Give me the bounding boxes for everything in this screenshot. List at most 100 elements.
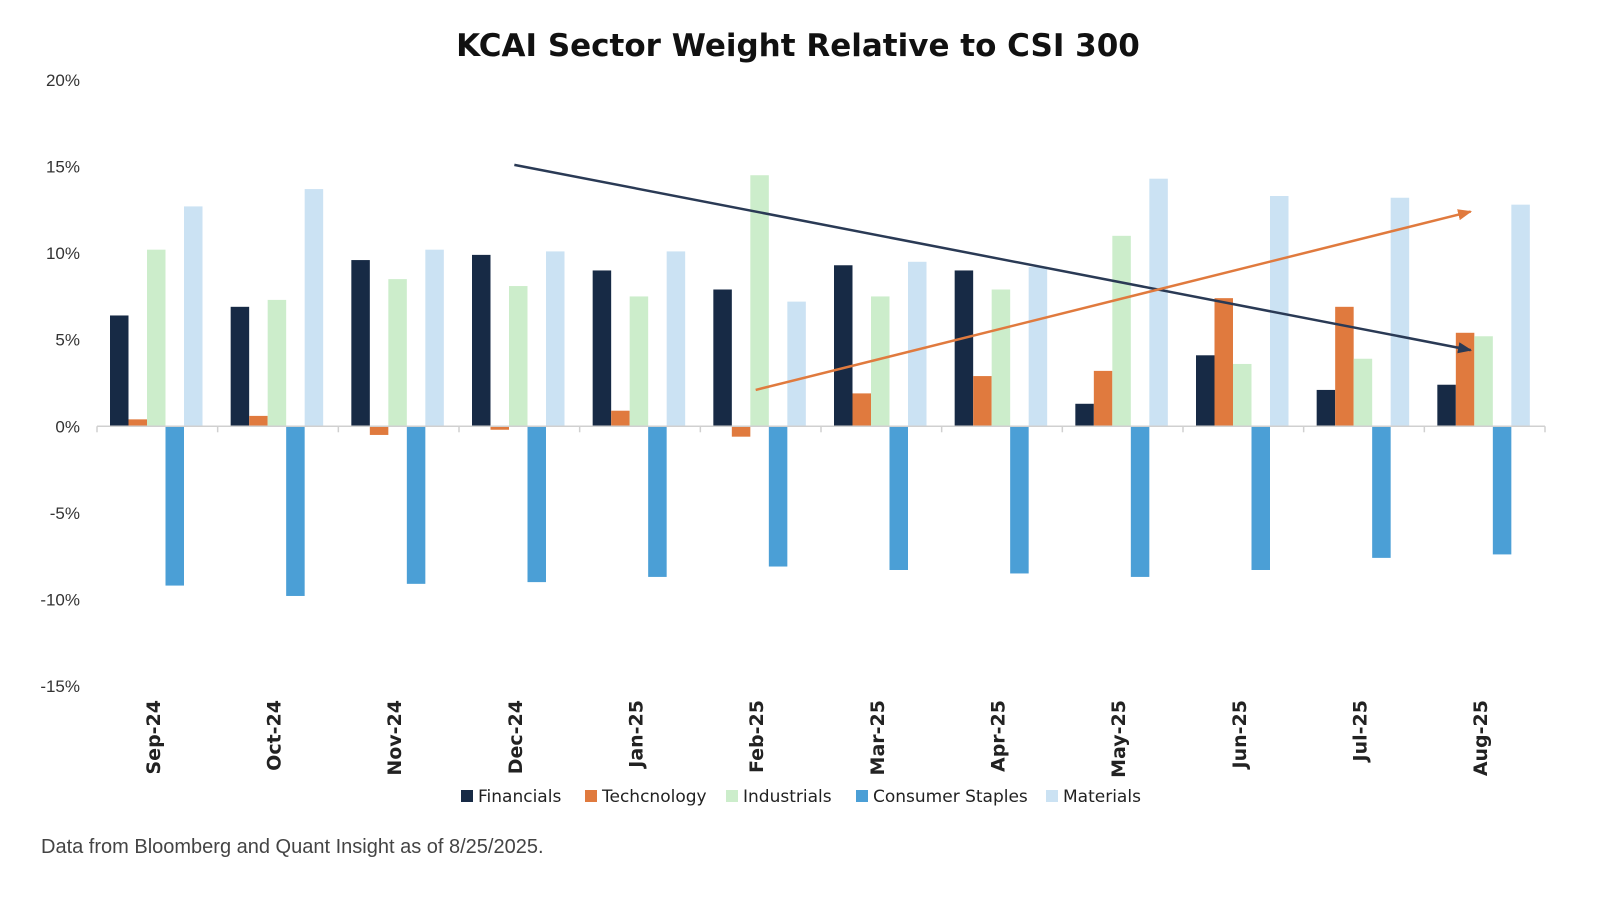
y-tick-label: 15% xyxy=(46,158,80,177)
bar-techcnology-jun-25 xyxy=(1214,298,1233,427)
bar-industrials-nov-24 xyxy=(388,279,407,427)
bar-financials-jun-25 xyxy=(1196,355,1215,427)
y-tick-label: -15% xyxy=(40,677,80,696)
x-tick-label-oct-24: Oct-24 xyxy=(264,700,286,771)
legend: Financials Techcnology Industrials Consumer… xyxy=(461,787,1141,807)
bar-financials-may-25 xyxy=(1075,403,1094,427)
bar-consumer-staples-dec-24 xyxy=(527,426,546,583)
x-tick-label-apr-25: Apr-25 xyxy=(988,700,1010,772)
bar-materials-mar-25 xyxy=(908,261,927,427)
bar-materials-aug-25 xyxy=(1511,204,1530,427)
y-tick-label: 0% xyxy=(55,417,80,436)
x-tick-label-jul-25: Jul-25 xyxy=(1350,700,1372,763)
bar-industrials-jan-25 xyxy=(629,296,649,427)
y-tick-label: -10% xyxy=(40,590,80,609)
legend-item-materials: Materials xyxy=(1046,787,1141,807)
bar-materials-feb-25 xyxy=(787,301,806,427)
legend-item-techcnology: Techcnology xyxy=(585,787,707,807)
bar-industrials-mar-25 xyxy=(871,296,890,427)
x-tick-label-feb-25: Feb-25 xyxy=(746,700,768,773)
x-tick-label-nov-24: Nov-24 xyxy=(384,700,406,776)
bar-techcnology-nov-24 xyxy=(369,426,389,435)
bar-industrials-aug-25 xyxy=(1474,336,1493,427)
bar-industrials-feb-25 xyxy=(750,175,769,427)
legend-swatch xyxy=(585,790,597,802)
bar-industrials-dec-24 xyxy=(509,286,528,427)
legend-label: Consumer Staples xyxy=(873,787,1028,807)
legend-label: Financials xyxy=(478,787,561,807)
bar-financials-apr-25 xyxy=(954,270,974,427)
legend-item-industrials: Industrials xyxy=(726,787,832,807)
bar-techcnology-jul-25 xyxy=(1335,306,1354,427)
bar-financials-dec-24 xyxy=(472,254,491,427)
bar-techcnology-sep-24 xyxy=(128,419,147,427)
y-tick-label: 5% xyxy=(55,331,80,350)
bar-consumer-staples-mar-25 xyxy=(889,426,908,570)
bar-financials-nov-24 xyxy=(351,260,370,427)
legend-swatch xyxy=(856,790,868,802)
y-tick-label: 20% xyxy=(46,71,80,90)
legend-item-consumer-staples: Consumer Staples xyxy=(856,787,1028,807)
x-tick-label-sep-24: Sep-24 xyxy=(143,700,165,775)
bar-industrials-may-25 xyxy=(1112,235,1131,427)
bar-materials-apr-25 xyxy=(1028,266,1048,427)
bar-industrials-oct-24 xyxy=(267,299,287,427)
bar-materials-jul-25 xyxy=(1390,197,1410,427)
x-axis: Sep-24 Oct-24 Nov-24 Dec-24 Jan-25 Feb-25 Mar-… xyxy=(96,426,1546,778)
y-tick-label: -5% xyxy=(50,504,80,523)
bar-materials-may-25 xyxy=(1149,178,1168,427)
bar-consumer-staples-jun-25 xyxy=(1251,426,1270,570)
bar-consumer-staples-sep-24 xyxy=(165,426,184,586)
bar-consumer-staples-nov-24 xyxy=(406,426,426,584)
bar-materials-jan-25 xyxy=(666,251,686,427)
bar-consumer-staples-oct-24 xyxy=(286,426,305,596)
bar-financials-aug-25 xyxy=(1437,384,1456,427)
bar-industrials-sep-24 xyxy=(147,249,166,427)
bar-techcnology-dec-24 xyxy=(490,426,509,430)
bars xyxy=(110,175,1530,596)
legend-swatch xyxy=(1046,790,1058,802)
legend-swatch xyxy=(726,790,738,802)
bar-consumer-staples-may-25 xyxy=(1130,426,1150,577)
bar-techcnology-oct-24 xyxy=(249,415,268,427)
y-axis: 20% 15% 10% 5% 0% -5% -10% -15% xyxy=(40,71,80,696)
legend-item-financials: Financials xyxy=(461,787,561,807)
bar-financials-mar-25 xyxy=(834,265,853,427)
bar-industrials-jul-25 xyxy=(1353,358,1373,427)
bar-consumer-staples-jan-25 xyxy=(648,426,667,577)
bar-financials-feb-25 xyxy=(713,289,732,427)
source-note: Data from Bloomberg and Quant Insight as… xyxy=(41,836,544,858)
bar-techcnology-aug-25 xyxy=(1455,332,1475,427)
legend-swatch xyxy=(461,790,473,802)
x-tick-label-may-25: May-25 xyxy=(1108,700,1130,778)
bar-financials-jul-25 xyxy=(1316,389,1336,427)
bar-techcnology-feb-25 xyxy=(731,426,751,437)
bar-financials-jan-25 xyxy=(592,270,612,427)
bar-financials-sep-24 xyxy=(110,315,129,427)
trend-arrows xyxy=(514,163,1473,392)
bar-materials-nov-24 xyxy=(425,249,444,427)
bar-industrials-apr-25 xyxy=(991,289,1011,427)
bar-materials-sep-24 xyxy=(184,206,203,427)
legend-label: Industrials xyxy=(743,787,832,807)
bar-techcnology-apr-25 xyxy=(973,376,992,427)
x-tick-label-aug-25: Aug-25 xyxy=(1470,700,1492,776)
x-tick-label-jan-25: Jan-25 xyxy=(626,700,648,770)
bar-financials-oct-24 xyxy=(230,306,250,427)
legend-label: Techcnology xyxy=(601,787,707,807)
x-tick-label-dec-24: Dec-24 xyxy=(505,700,527,774)
bar-techcnology-may-25 xyxy=(1093,370,1113,427)
x-tick-label-mar-25: Mar-25 xyxy=(867,700,889,775)
bar-consumer-staples-jul-25 xyxy=(1372,426,1391,558)
bar-consumer-staples-aug-25 xyxy=(1492,426,1512,555)
x-tick-label-jun-25: Jun-25 xyxy=(1229,700,1251,770)
y-tick-label: 10% xyxy=(46,244,80,263)
chart-title: KCAI Sector Weight Relative to CSI 300 xyxy=(456,28,1140,64)
bar-materials-oct-24 xyxy=(304,189,324,427)
bar-techcnology-jan-25 xyxy=(611,410,630,427)
bar-industrials-jun-25 xyxy=(1233,363,1252,427)
bar-consumer-staples-feb-25 xyxy=(768,426,788,567)
trend-arrow-downward xyxy=(514,163,1473,354)
trend-arrow-upward xyxy=(755,209,1473,392)
